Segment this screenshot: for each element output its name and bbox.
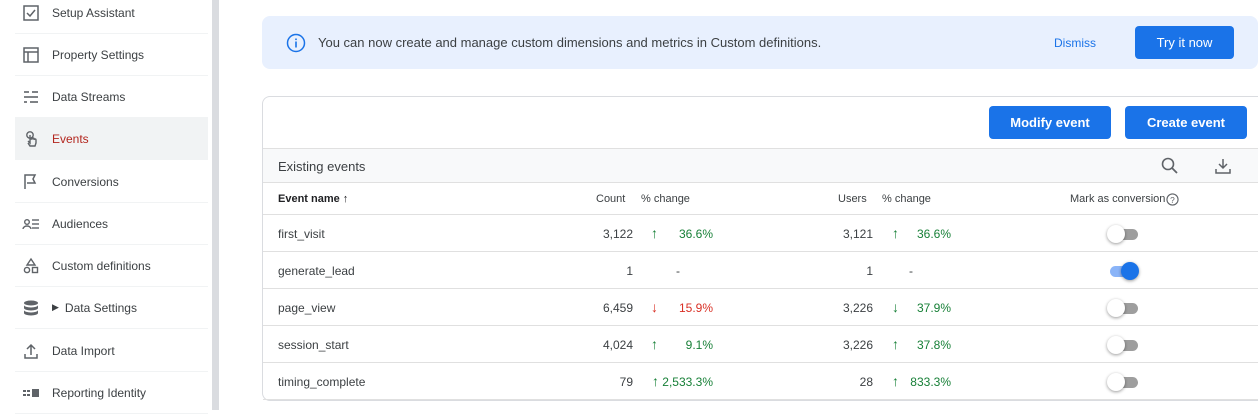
users-count: 3,226 (842, 301, 873, 315)
upload-icon (21, 341, 41, 361)
events-card: Modify event Create event Existing event… (262, 96, 1258, 401)
sidebar-item-data-streams[interactable]: Data Streams (15, 76, 208, 118)
table-row[interactable]: page_view 6,459 ↓ 15.9% 3,226 ↓ 37.9% (263, 289, 1258, 326)
table-title-row: Existing events (263, 148, 1258, 183)
sidebar-item-label: Custom definitions (52, 258, 151, 273)
users-count: 28 (859, 375, 873, 389)
table-row[interactable]: first_visit 3,122 ↑ 36.6% 3,121 ↑ 36.6% (263, 215, 1258, 252)
event-name[interactable]: first_visit (278, 227, 325, 241)
event-count: 79 (619, 375, 633, 389)
event-count: 6,459 (602, 301, 633, 315)
table-row[interactable]: session_start 4,024 ↑ 9.1% 3,226 ↑ 37.8% (263, 326, 1258, 363)
count-change: 36.6% (678, 227, 713, 241)
touch-icon (21, 129, 41, 149)
sidebar-item-label: Data Streams (52, 89, 126, 104)
users-count: 3,226 (842, 338, 873, 352)
info-icon (286, 33, 306, 52)
shapes-icon (21, 256, 41, 276)
users-count: 1 (866, 264, 873, 278)
event-name[interactable]: generate_lead (278, 264, 355, 278)
modify-event-button[interactable]: Modify event (989, 106, 1111, 139)
users-count: 3,121 (842, 227, 873, 241)
create-event-button[interactable]: Create event (1125, 106, 1247, 139)
sidebar-item-label: Events (52, 131, 89, 146)
sidebar-item-audiences[interactable]: Audiences (15, 203, 208, 245)
event-name[interactable]: session_start (278, 338, 349, 352)
sidebar: Setup Assistant Property Settings Data S… (0, 0, 212, 414)
arrow-up-icon: ↑ (651, 225, 658, 241)
column-header-users-change[interactable]: % change (882, 193, 931, 205)
event-name[interactable]: page_view (278, 301, 336, 315)
caret-right-icon[interactable]: ▶ (52, 302, 59, 312)
sidebar-item-label: Audiences (52, 216, 109, 231)
flag-icon (21, 172, 41, 192)
search-icon[interactable] (1160, 156, 1180, 176)
count-change: 15.9% (678, 301, 713, 315)
try-it-now-button[interactable]: Try it now (1135, 26, 1234, 59)
column-header-users[interactable]: Users (838, 193, 867, 205)
event-count: 1 (626, 264, 633, 278)
arrow-up-icon: ↑ (651, 336, 658, 352)
arrow-up-icon: ↑ (652, 373, 659, 389)
count-change: 2,533.3% (662, 375, 713, 389)
conversion-toggle[interactable] (1107, 299, 1139, 317)
streams-icon (21, 87, 41, 107)
table-row[interactable]: timing_complete 79 ↑ 2,533.3% 28 ↑ 833.3… (263, 363, 1258, 400)
table-title: Existing events (278, 159, 366, 174)
database-icon (21, 298, 41, 318)
arrow-up-icon: ↑ (892, 225, 899, 241)
event-name[interactable]: timing_complete (278, 375, 366, 389)
checkbox-icon (21, 3, 41, 23)
sidebar-item-custom-definitions[interactable]: Custom definitions (15, 245, 208, 287)
users-change: 36.6% (916, 227, 951, 241)
event-count: 4,024 (602, 338, 633, 352)
users-change: - (909, 264, 913, 278)
sidebar-item-label: Data Import (52, 343, 115, 358)
banner-text: You can now create and manage custom dim… (318, 35, 822, 50)
event-count: 3,122 (602, 227, 633, 241)
sidebar-item-data-settings[interactable]: ▶ Data Settings (15, 287, 208, 329)
conversion-toggle[interactable] (1107, 225, 1139, 243)
count-change: 9.1% (685, 338, 713, 352)
sidebar-item-label: Setup Assistant (52, 5, 135, 20)
arrow-down-icon: ↓ (892, 299, 899, 315)
arrow-up-icon: ↑ (892, 336, 899, 352)
column-header-count-change[interactable]: % change (641, 193, 690, 205)
identity-icon (21, 383, 41, 403)
table-row[interactable]: generate_lead 1 - 1 - (263, 252, 1258, 289)
sidebar-item-data-import[interactable]: Data Import (15, 330, 208, 372)
count-change: - (676, 264, 680, 278)
column-header-mark-as-conversion: Mark as conversion (1070, 193, 1166, 205)
users-change: 37.8% (916, 338, 951, 352)
sidebar-item-conversions[interactable]: Conversions (15, 161, 208, 203)
sidebar-item-label: Conversions (52, 174, 119, 189)
sidebar-item-label: Reporting Identity (52, 385, 147, 400)
window-icon (21, 45, 41, 65)
arrow-up-icon: ↑ (892, 373, 899, 389)
info-banner: You can now create and manage custom dim… (262, 16, 1258, 69)
svg-text:?: ? (1170, 195, 1175, 205)
help-icon[interactable]: ? (1166, 193, 1179, 206)
conversion-toggle[interactable] (1107, 262, 1139, 280)
conversion-toggle[interactable] (1107, 336, 1139, 354)
download-icon[interactable] (1213, 156, 1233, 176)
table-header-row: Event name ↑ Count % change Users % chan… (263, 183, 1258, 215)
sidebar-item-events[interactable]: Events (15, 118, 208, 160)
audience-icon (21, 214, 41, 234)
conversion-toggle[interactable] (1107, 373, 1139, 391)
column-header-count[interactable]: Count (596, 193, 626, 205)
sidebar-item-label: Property Settings (52, 47, 145, 62)
sidebar-item-property-settings[interactable]: Property Settings (15, 34, 208, 76)
sidebar-item-setup-assistant[interactable]: Setup Assistant (15, 0, 208, 34)
column-header-event-name[interactable]: Event name ↑ (278, 193, 349, 205)
users-change: 37.9% (916, 301, 951, 315)
users-change: 833.3% (910, 375, 951, 389)
arrow-down-icon: ↓ (651, 299, 658, 315)
sidebar-scrollbar[interactable] (212, 0, 219, 410)
sidebar-item-label: Data Settings (64, 300, 137, 315)
sidebar-item-reporting-identity[interactable]: Reporting Identity (15, 372, 208, 414)
dismiss-button[interactable]: Dismiss (1054, 35, 1096, 50)
